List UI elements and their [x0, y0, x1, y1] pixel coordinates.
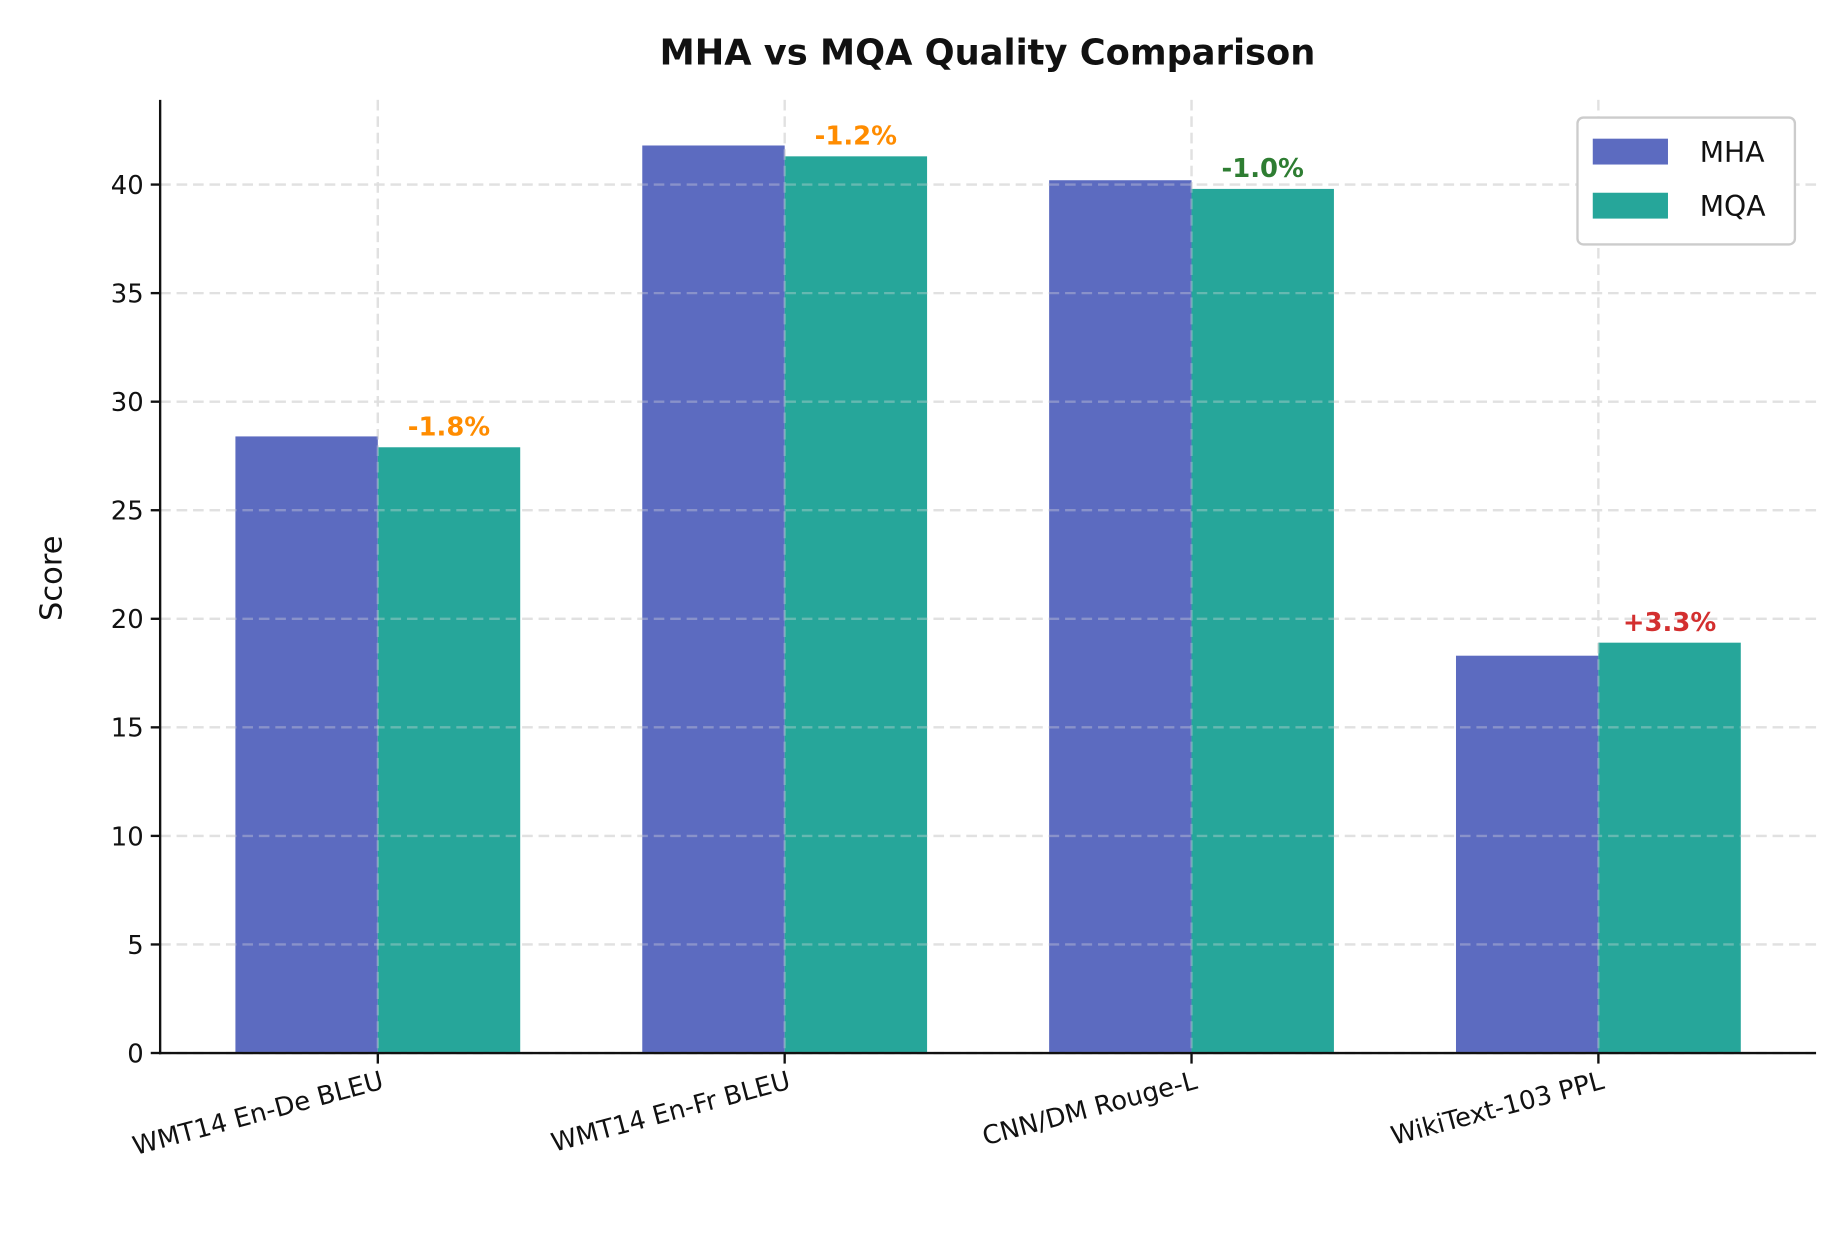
y-tick-label: 10 [111, 822, 144, 852]
legend-label: MQA [1700, 190, 1767, 223]
x-tick-label: WikiText-103 PPL [1388, 1066, 1608, 1152]
bar-mqa [1191, 188, 1334, 1054]
y-tick-label: 25 [111, 497, 144, 527]
bar-mqa [1598, 642, 1741, 1054]
x-tick-label: WMT14 En-Fr BLEU [548, 1066, 793, 1159]
chart-title: MHA vs MQA Quality Comparison [660, 33, 1316, 74]
data-label: -1.0% [1222, 154, 1305, 184]
legend-label: MHA [1700, 136, 1766, 169]
y-tick-label: 15 [111, 714, 144, 744]
bar-mqa [784, 156, 928, 1054]
y-tick-label: 30 [111, 388, 144, 418]
y-tick-label: 0 [127, 1039, 143, 1069]
data-label: +3.3% [1623, 608, 1716, 638]
bar-mha [1455, 655, 1599, 1054]
bar-mha [642, 145, 785, 1054]
data-label: -1.2% [815, 122, 898, 152]
y-axis-label: Score [34, 535, 69, 621]
bar-mha [235, 436, 378, 1054]
x-tick-label: WMT14 En-De BLEU [130, 1066, 387, 1162]
y-tick-label: 5 [127, 931, 143, 961]
bar-mha [1049, 180, 1192, 1054]
legend-swatch-mqa [1592, 192, 1668, 219]
y-tick-label: 20 [111, 605, 144, 635]
bar-mqa [377, 447, 521, 1054]
legend-swatch-mha [1592, 138, 1668, 165]
legend: MHA MQA [1576, 116, 1797, 246]
y-tick-label: 40 [111, 171, 144, 201]
data-label: -1.8% [408, 413, 491, 443]
y-tick-label: 35 [111, 280, 144, 310]
x-tick-label: CNN/DM Rouge-L [979, 1066, 1201, 1152]
